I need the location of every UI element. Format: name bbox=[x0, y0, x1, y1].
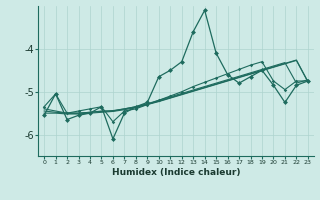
X-axis label: Humidex (Indice chaleur): Humidex (Indice chaleur) bbox=[112, 168, 240, 177]
